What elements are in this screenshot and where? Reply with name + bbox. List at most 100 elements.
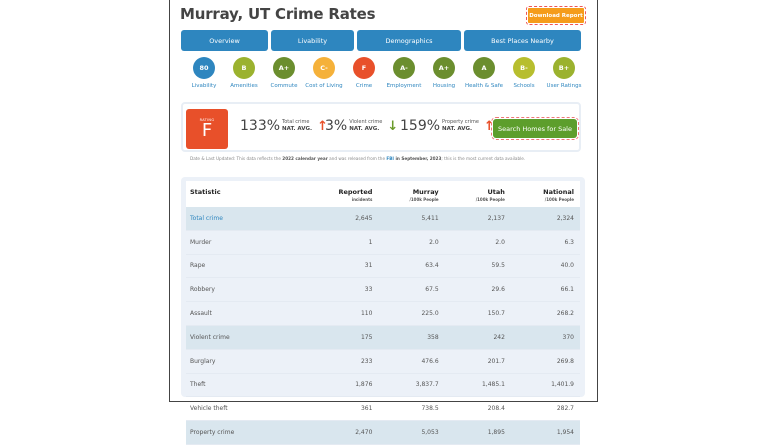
cell-stat: Robbery <box>186 277 305 303</box>
table-row: Murder 1 2.0 2.0 6.3 <box>186 230 580 255</box>
grade-bar: 80 Livability B Amenities A+ Commute C- … <box>184 57 584 89</box>
search-homes-button[interactable]: Search Homes for Sale <box>491 117 579 140</box>
violent-crime-stat: 3% Violent crime NAT. AVG. ↓ <box>325 118 398 134</box>
cell-reported: 233 <box>304 349 379 374</box>
grade-label: Commute <box>270 83 298 89</box>
grade-badge: B- <box>513 57 535 79</box>
grade-label: Amenities <box>230 83 258 89</box>
rating-letter: F <box>201 120 213 141</box>
stat-name: Property crime <box>442 119 479 125</box>
cell-utah: 2,137 <box>444 207 511 231</box>
cell-murray: 476.6 <box>378 349 445 374</box>
nav-best-places-nearby-button[interactable]: Best Places Nearby <box>464 30 581 51</box>
grade-schools[interactable]: B- Schools <box>504 57 544 89</box>
cell-utah: 2.0 <box>444 230 511 255</box>
table-row-violent-crime: Violent crime 175 358 242 370 <box>186 325 580 350</box>
cell-murray: 63.4 <box>378 254 445 279</box>
stat-name-link[interactable]: Total crime <box>186 207 305 231</box>
nav-demographics-button[interactable]: Demographics <box>357 30 461 51</box>
grade-commute[interactable]: A+ Commute <box>264 57 304 89</box>
grade-label: Housing <box>432 83 456 89</box>
cell-murray: 3,837.7 <box>378 373 445 398</box>
cell-national: 269.8 <box>510 349 580 374</box>
grade-crime[interactable]: F Crime <box>344 57 384 89</box>
cell-utah: 1,895 <box>444 420 511 445</box>
cell-utah: 150.7 <box>444 301 511 326</box>
property-crime-stat: 159% Property crime NAT. AVG. ↑ <box>400 118 495 134</box>
cell-stat: Burglary <box>186 349 305 374</box>
cell-murray: 738.5 <box>378 396 445 422</box>
note-date: in September, 2023 <box>394 156 442 161</box>
stat-percent: 159% <box>400 118 441 134</box>
cell-stat: Theft <box>186 373 305 398</box>
grade-amenities[interactable]: B Amenities <box>224 57 264 89</box>
grade-livability[interactable]: 80 Livability <box>184 57 224 89</box>
note-text: ; this is the most current data availabl… <box>441 156 526 161</box>
col-utah: Utah/100k People <box>444 181 511 207</box>
stat-name: Total crime <box>282 119 310 125</box>
grade-label: Crime <box>355 83 373 89</box>
grade-health-safety[interactable]: A Health & Safe <box>464 57 504 89</box>
note-text: and was released from the <box>327 156 387 161</box>
stat-nat-avg: NAT. AVG. <box>282 126 313 132</box>
col-reported: Reported incidents <box>304 181 379 207</box>
cell-reported: 361 <box>304 396 379 422</box>
grade-badge: A- <box>393 57 415 79</box>
nav-overview-button[interactable]: Overview <box>181 30 268 51</box>
cell-murray: 5,411 <box>378 207 445 231</box>
col-statistic: Statistic <box>186 181 305 207</box>
grade-housing[interactable]: A+ Housing <box>424 57 464 89</box>
fbi-link[interactable]: FBI <box>386 156 394 161</box>
crime-table-card: Statistic Reported incidents Murray/100k … <box>181 177 585 445</box>
col-murray: Murray/100k People <box>378 181 445 207</box>
grade-label: Cost of Living <box>305 83 343 89</box>
total-crime-stat: 133% Total crime NAT. AVG. ↑ <box>240 118 328 134</box>
cell-national: 2,324 <box>510 207 580 231</box>
rating-caption: RATING <box>199 118 215 122</box>
crime-rating-badge: RATING F <box>186 109 228 149</box>
grade-badge: A+ <box>433 57 455 79</box>
page-title: Murray, UT Crime Rates <box>180 5 376 23</box>
cell-stat: Violent crime <box>186 325 305 350</box>
cell-stat: Vehicle theft <box>186 396 305 422</box>
cell-reported: 110 <box>304 301 379 326</box>
download-report-button[interactable]: Download Report <box>526 6 586 25</box>
cell-stat: Rape <box>186 254 305 279</box>
grade-badge: B <box>233 57 255 79</box>
cell-national: 282.7 <box>510 396 580 422</box>
data-source-note: Date & Last Updated: This data reflects … <box>190 156 580 161</box>
nav-livability-button[interactable]: Livability <box>271 30 354 51</box>
cell-reported: 2,470 <box>304 420 379 445</box>
cell-stat: Property crime <box>186 420 305 445</box>
grade-cost-of-living[interactable]: C- Cost of Living <box>304 57 344 89</box>
arrow-down-icon: ↓ <box>387 118 399 134</box>
cell-reported: 1 <box>304 230 379 255</box>
section-nav: Overview Livability Demographics Best Pl… <box>181 30 581 51</box>
table-row-property-crime: Property crime 2,470 5,053 1,895 1,954 <box>186 420 580 445</box>
cell-national: 6.3 <box>510 230 580 255</box>
grade-badge: A+ <box>273 57 295 79</box>
grade-label: Employment <box>386 83 422 89</box>
cell-murray: 2.0 <box>378 230 445 255</box>
grade-employment[interactable]: A- Employment <box>384 57 424 89</box>
table-row: Vehicle theft 361 738.5 208.4 282.7 <box>186 396 580 422</box>
note-text: Date & Last Updated: This data reflects … <box>190 156 283 161</box>
table-row: Theft 1,876 3,837.7 1,485.1 1,401.9 <box>186 373 580 398</box>
arrow-up-icon: ↑ <box>483 118 495 134</box>
stat-nat-avg: NAT. AVG. <box>442 126 473 132</box>
cell-murray: 358 <box>378 325 445 350</box>
table-row: Robbery 33 67.5 29.6 66.1 <box>186 277 580 303</box>
cell-murray: 67.5 <box>378 277 445 303</box>
grade-badge: A <box>473 57 495 79</box>
stat-percent: 3% <box>325 118 348 134</box>
grade-user-ratings[interactable]: B+ User Ratings <box>544 57 584 89</box>
cell-utah: 29.6 <box>444 277 511 303</box>
cell-national: 370 <box>510 325 580 350</box>
grade-label: Livability <box>191 83 217 89</box>
cell-reported: 33 <box>304 277 379 303</box>
table-row: Rape 31 63.4 59.5 40.0 <box>186 254 580 279</box>
cell-murray: 5,053 <box>378 420 445 445</box>
grade-label: Schools <box>513 83 535 89</box>
cell-stat: Assault <box>186 301 305 326</box>
cell-reported: 2,645 <box>304 207 379 231</box>
